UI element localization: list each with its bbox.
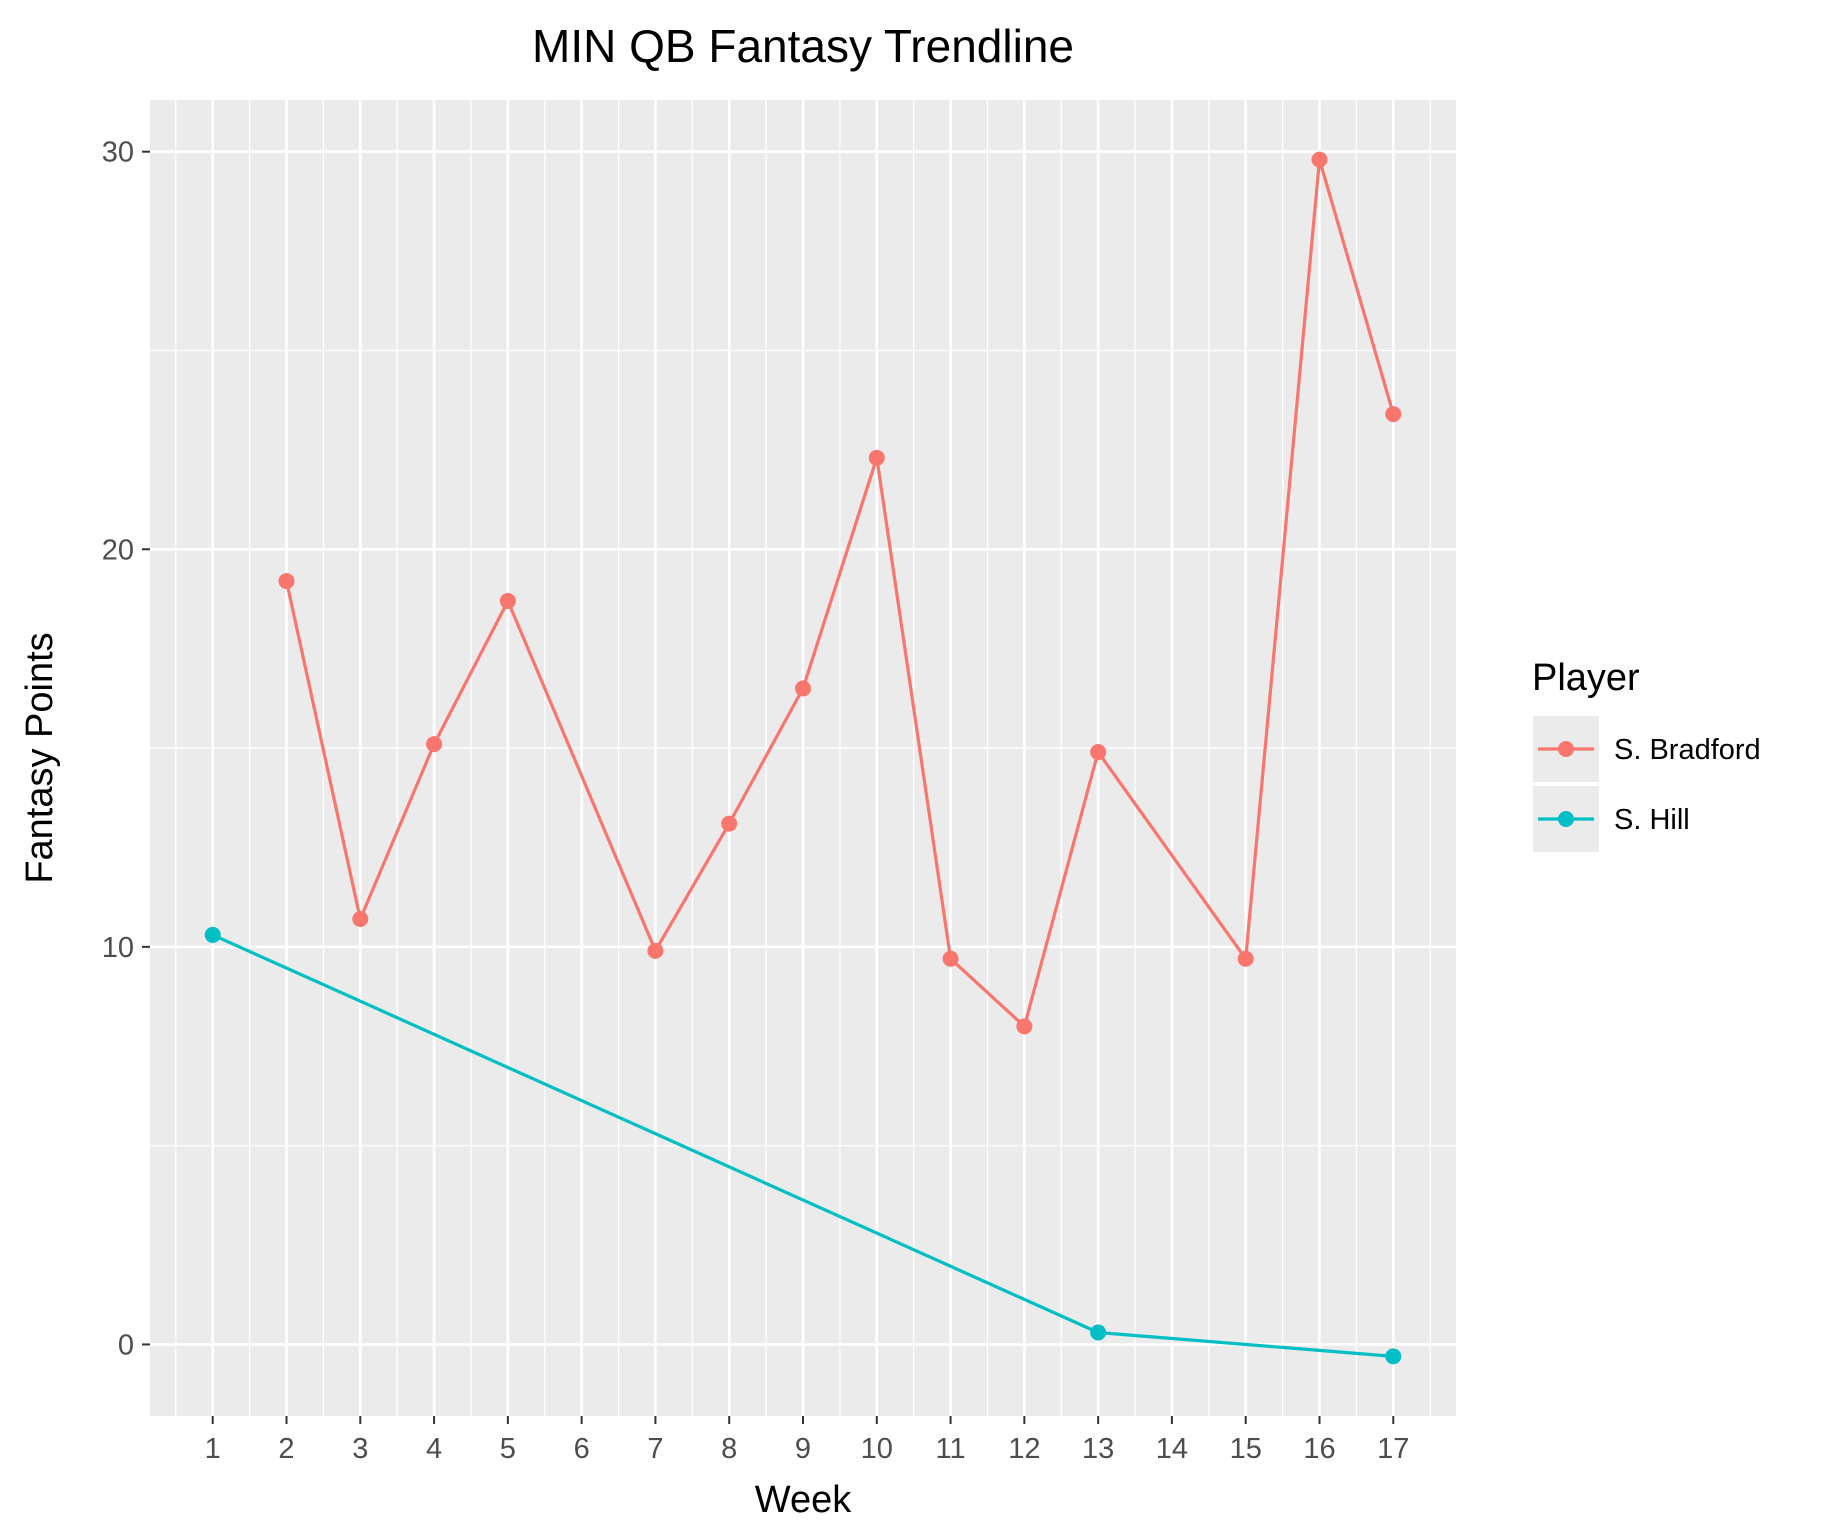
data-point [278,573,295,590]
grid-minor [150,100,1456,1416]
data-point [352,911,369,928]
y-tick-label: 10 [102,932,134,964]
x-tick-label: 17 [1377,1433,1409,1465]
x-tick-label: 9 [795,1433,811,1465]
data-point [795,680,811,697]
y-tick-label: 0 [118,1329,134,1361]
series-line [284,158,1395,1029]
y-tick-label: 30 [102,137,134,169]
x-tick-label: 8 [721,1433,737,1465]
x-tick-label: 13 [1082,1433,1114,1465]
x-axis: 1 2 3 4 5 6 7 8 9 10 11 12 13 14 15 16 17 [205,1416,1409,1465]
legend-label: S. Bradford [1614,734,1761,766]
data-point [868,449,885,466]
data-point [721,815,738,832]
x-tick-label: 5 [500,1433,516,1465]
y-axis: 0 10 20 30 [102,137,150,1361]
data-point [499,592,516,609]
legend: Player S. Bradford S. Hill [1531,657,1761,854]
y-axis-title: Fantasy Points [19,632,61,883]
legend-label: S. Hill [1614,804,1690,836]
x-tick-label: 12 [1008,1433,1040,1465]
data-point [1237,950,1254,967]
chart-title: MIN QB Fantasy Trendline [532,20,1074,72]
legend-key-point [1558,741,1574,757]
data-point [1090,744,1107,761]
x-tick-label: 14 [1156,1433,1188,1465]
data-point [1090,1324,1107,1341]
legend-items: S. Bradford S. Hill [1531,714,1761,854]
x-tick-label: 6 [574,1433,590,1465]
x-axis-title: Week [755,1479,852,1521]
x-tick-label: 15 [1230,1433,1262,1465]
grid-major [150,100,1456,1416]
series-layer [204,151,1402,1365]
x-tick-label: 7 [647,1433,663,1465]
data-point [204,926,221,943]
legend-title: Player [1532,657,1640,699]
data-point [1016,1018,1033,1035]
legend-key-point [1558,811,1574,827]
data-point [942,950,959,967]
x-tick-label: 10 [861,1433,893,1465]
x-tick-label: 16 [1303,1433,1335,1465]
x-tick-label: 3 [352,1433,368,1465]
data-point [1385,406,1402,423]
data-point [426,736,443,753]
x-tick-label: 1 [205,1433,221,1465]
data-point [1385,1348,1402,1365]
y-tick-label: 20 [102,534,134,566]
x-tick-label: 11 [936,1433,966,1465]
data-point [1311,151,1328,168]
x-tick-label: 2 [278,1433,294,1465]
x-tick-label: 4 [426,1433,442,1465]
data-point [647,942,664,959]
